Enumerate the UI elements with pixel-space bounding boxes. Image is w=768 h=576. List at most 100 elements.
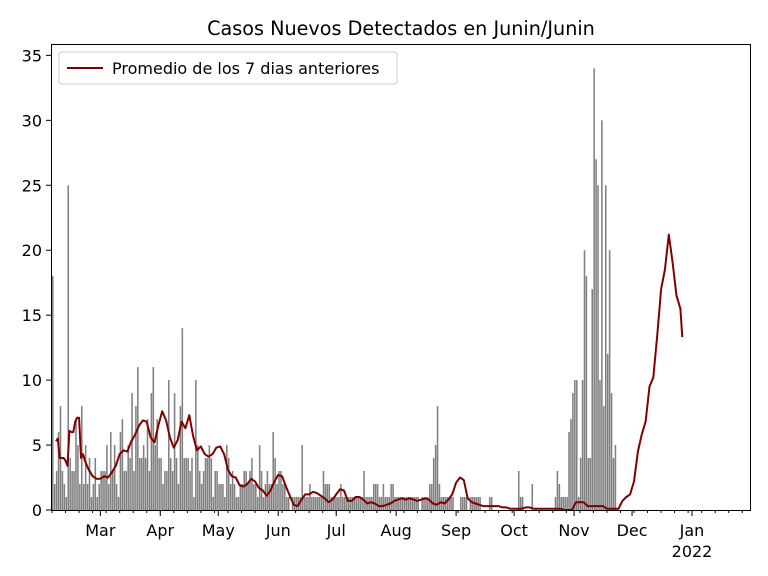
bar <box>210 458 213 510</box>
bar <box>185 458 187 510</box>
bar <box>384 497 387 510</box>
bar <box>599 380 601 510</box>
bar <box>353 497 356 510</box>
bar <box>222 484 224 510</box>
bar <box>450 497 452 510</box>
bar <box>117 497 120 510</box>
bar <box>332 497 334 510</box>
bar <box>216 471 218 510</box>
bar <box>345 497 348 510</box>
bar <box>229 484 232 510</box>
bar <box>154 445 157 510</box>
bar <box>110 432 112 510</box>
bar <box>206 458 209 510</box>
bar <box>73 471 75 510</box>
bar <box>189 471 191 510</box>
bar <box>320 497 323 510</box>
bar <box>326 484 329 510</box>
bar <box>200 484 203 510</box>
bar <box>409 497 412 510</box>
bar <box>357 497 360 510</box>
bar <box>249 471 251 510</box>
y-tick-label: 0 <box>32 501 42 520</box>
bar <box>168 380 170 510</box>
legend-box <box>58 51 398 85</box>
bar <box>131 393 133 510</box>
bar <box>239 484 242 510</box>
bar <box>204 458 207 510</box>
bar <box>401 497 404 510</box>
bar <box>135 406 137 510</box>
y-tick-label: 30 <box>22 111 42 130</box>
bar <box>564 497 566 510</box>
bar <box>98 484 100 510</box>
bar <box>407 497 410 510</box>
bar <box>556 471 559 510</box>
bar <box>53 484 56 510</box>
bar <box>218 484 220 510</box>
bar <box>65 497 68 510</box>
bar <box>158 458 160 510</box>
bar <box>144 458 147 510</box>
bar <box>285 497 288 510</box>
bar <box>67 185 70 510</box>
bar <box>241 484 244 510</box>
bar <box>398 497 400 510</box>
bar <box>146 419 149 510</box>
bar <box>92 484 95 510</box>
bar <box>463 497 466 510</box>
bar <box>417 497 419 510</box>
bar <box>359 497 361 510</box>
bar <box>280 471 282 510</box>
bar <box>601 120 603 510</box>
bar <box>69 458 71 510</box>
bar <box>282 484 284 510</box>
bar <box>372 484 375 510</box>
bar <box>411 497 414 510</box>
bar <box>583 250 586 510</box>
bar <box>531 484 534 510</box>
legend-label: Promedio de los 7 dias anteriores <box>112 59 379 78</box>
bar <box>311 497 313 510</box>
bar <box>313 497 315 510</box>
y-tick-label: 5 <box>32 436 42 455</box>
bar <box>342 497 344 510</box>
bar <box>595 159 597 511</box>
bar <box>133 471 135 510</box>
bar <box>164 471 166 510</box>
bar <box>121 419 124 510</box>
bar <box>171 471 174 510</box>
bar <box>224 497 226 510</box>
bar <box>405 497 408 510</box>
bar <box>86 484 89 510</box>
bar <box>57 432 60 510</box>
bar <box>604 185 607 510</box>
bar <box>558 484 561 510</box>
bar <box>166 471 168 510</box>
bar <box>75 419 77 510</box>
bar <box>347 497 350 510</box>
bar <box>100 471 102 510</box>
bar <box>519 497 522 510</box>
bar <box>150 393 153 510</box>
bar <box>183 458 186 510</box>
bar <box>227 458 230 510</box>
bar <box>111 471 114 510</box>
bar <box>577 497 580 510</box>
bar <box>608 250 611 510</box>
y-tick-label: 35 <box>22 46 42 65</box>
bar <box>303 497 305 510</box>
bar <box>461 497 464 510</box>
bar <box>162 484 164 510</box>
bar <box>521 497 524 510</box>
bar <box>173 393 176 510</box>
bar <box>363 471 365 510</box>
bar <box>585 276 588 510</box>
bar <box>235 497 238 510</box>
bar <box>446 497 448 510</box>
x-tick-label: Aug <box>381 521 412 540</box>
bar <box>562 497 564 510</box>
bar <box>560 497 563 510</box>
bar <box>427 497 429 510</box>
